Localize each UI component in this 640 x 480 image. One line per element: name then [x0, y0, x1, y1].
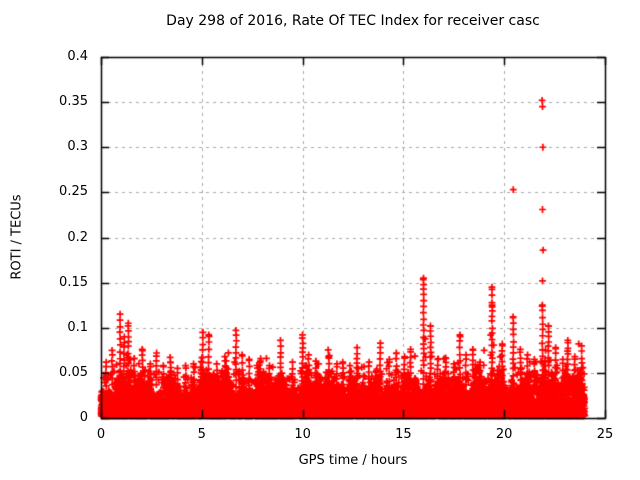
y-tick-label: 0.4 [67, 49, 88, 64]
x-tick-label: 20 [495, 427, 513, 442]
y-tick-label: 0.2 [67, 229, 88, 245]
y-tick-label: 0 [79, 410, 88, 425]
y-axis-title: ROTI / TECUs [9, 194, 25, 280]
chart-title: Day 298 of 2016, Rate Of TEC Index for r… [166, 13, 540, 29]
x-tick-label: 0 [96, 427, 106, 442]
x-tick-label: 15 [395, 427, 412, 442]
x-tick-label: 5 [197, 427, 206, 442]
x-axis-title: GPS time / hours [298, 453, 408, 468]
x-tick-label: 10 [294, 427, 311, 442]
y-tick-label: 0.3 [67, 139, 88, 155]
y-tick-label: 0.15 [59, 274, 88, 290]
y-tick-label: 0.35 [59, 94, 88, 110]
y-tick-label: 0.05 [59, 364, 88, 380]
y-tick-label: 0.25 [59, 184, 88, 200]
y-tick-label: 0.1 [67, 319, 88, 335]
x-tick-label: 25 [596, 427, 614, 442]
